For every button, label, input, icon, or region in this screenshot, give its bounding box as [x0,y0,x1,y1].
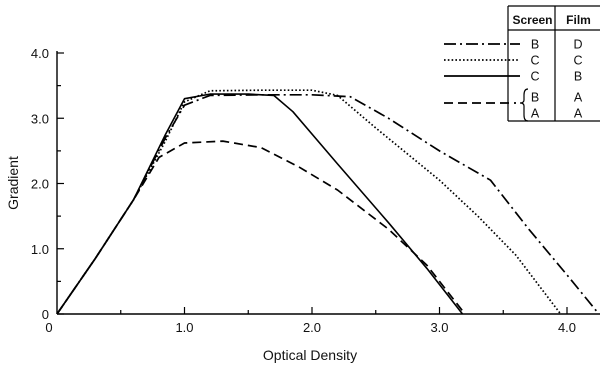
legend-screen-2: C [530,70,539,84]
x-tick-label: 0 [45,320,52,335]
legend-screen-1: C [530,54,539,68]
legend-header-screen: Screen [512,13,552,27]
y-tick-label: 3.0 [31,111,49,126]
legend-film-2: B [574,70,582,84]
y-tick-label: 1.0 [31,242,49,257]
legend-film-0: D [573,38,582,52]
x-tick-label: 3.0 [430,320,448,335]
legend-film-4: A [574,107,583,121]
series-line-solid [56,93,464,315]
y-tick-label: 2.0 [31,177,49,192]
legend-header-film: Film [566,13,591,27]
legend-screen-0: B [531,38,539,52]
x-tick-label: 4.0 [558,320,576,335]
y-tick-label: 0 [42,307,49,322]
x-tick-label: 1.0 [175,320,193,335]
legend-brace [519,88,529,122]
legend-film-3: A [574,91,583,105]
series-line-dashdot [56,93,600,315]
y-axis-title: Gradient [5,156,21,210]
series-layer [56,89,600,315]
series-line-dashed [56,140,466,315]
legend-screen-3: B [531,91,539,105]
axes: 0 1.0 2.0 3.0 4.0 0 1.0 2.0 3.0 4.0 [31,46,600,335]
x-tick-label: 2.0 [303,320,321,335]
y-tick-label: 4.0 [31,46,49,61]
legend-film-1: C [573,54,582,68]
x-axis-title: Optical Density [263,347,357,363]
legend-screen-4: A [531,107,540,121]
